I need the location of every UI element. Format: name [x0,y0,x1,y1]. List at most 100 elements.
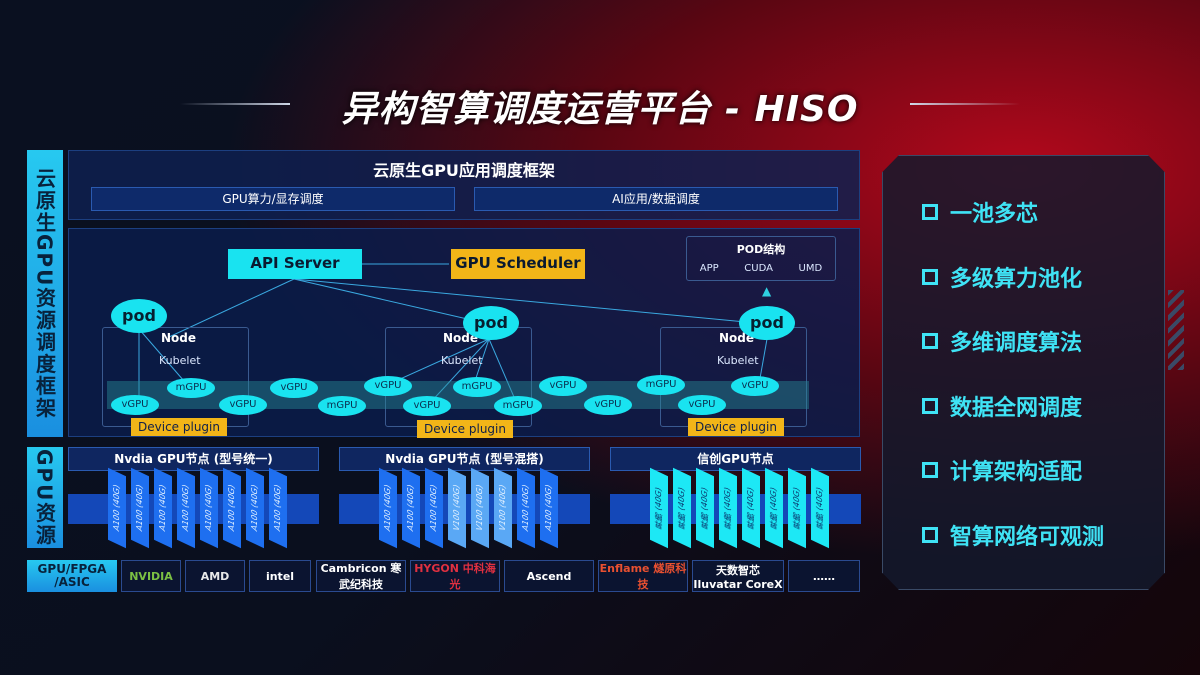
title-line-left [180,103,290,105]
vendor-logo: Enflame 燧原科技 [598,560,688,592]
gpu-ellipse: vGPU [539,376,587,396]
gpu-card: 昇腾 (40G) [673,467,691,549]
pod-structure-box: POD结构 APP CUDA UMD [686,236,836,281]
feature-label: 多级算力池化 [950,266,1083,292]
gpu-resource-label: GPU资源 [27,447,63,548]
gpu-ellipse: mGPU [318,396,366,416]
vendor-logo: …… [788,560,860,592]
gpu-ellipse: vGPU [584,395,632,415]
gpu-ellipse: vGPU [678,395,726,415]
gpu-group-title: Nvdia GPU节点 (型号统一) [68,447,319,471]
gpu-card: A100 (40G) [154,467,172,549]
pod-structure-title: POD结构 [736,243,786,256]
kubelet-label: Kubelet [717,354,759,367]
gpu-card: A100 (40G) [131,467,149,549]
kubelet-label: Kubelet [441,354,483,367]
gpu-card: A100 (40G) [425,467,443,549]
vendor-logo: Ascend [504,560,594,592]
pod-1: pod [111,299,167,333]
pod-2: pod [463,306,519,340]
device-plugin-2: Device plugin [417,420,513,438]
checkbox-square-icon [922,397,938,414]
gpu-card: 昇腾 (40G) [719,467,737,549]
device-plugin-1: Device plugin [131,418,227,436]
node-label: Node [161,331,197,345]
feature-item: 多维调度算法 [922,325,1082,357]
feature-label: 多维调度算法 [950,331,1083,356]
kubelet-label: Kubelet [159,354,201,367]
vendor-logo: NVIDIA [121,560,181,592]
vendor-logo: Cambricon 寒武纪科技 [316,560,406,592]
feature-label: 计算架构适配 [950,460,1083,485]
gpu-ellipse: mGPU [637,375,685,395]
checkbox-square-icon [922,462,938,478]
diagram-panel: API Server GPU Scheduler POD结构 APP CUDA … [68,228,860,438]
gpu-scheduler-box: GPU Scheduler [451,249,585,279]
gpu-card: A100 (40G) [540,467,558,549]
checkbox-square-icon [922,333,938,349]
node-label: Node [719,331,755,345]
feature-item: 智算网络可观测 [922,519,1104,551]
gpu-ellipse: vGPU [219,395,267,415]
pod-item: UMD [798,263,823,274]
top-title: 云原生GPU应用调度框架 [373,161,555,180]
gpu-card: A100 (40G) [200,467,218,549]
gpu-card: A100 (40G) [402,467,420,549]
gpu-ellipse: mGPU [167,378,215,398]
up-arrow-icon: ▲ [762,284,772,298]
gpu-card: 昇腾 (40G) [650,467,668,549]
gpu-card: V100 (40G) [448,467,466,549]
gpu-card: A100 (40G) [517,467,535,549]
gpu-card: A100 (40G) [246,467,264,549]
gpu-group-title: Nvdia GPU节点 (型号混搭) [339,447,590,471]
gpu-group-title: 信创GPU节点 [610,447,861,471]
top-panel: 云原生GPU应用调度框架 GPU算力/显存调度 AI应用/数据调度 [68,150,860,220]
gpu-card: A100 (40G) [269,467,287,549]
pod-3: pod [739,306,795,340]
vendor-logo: HYGON 中科海光 [410,560,500,592]
gpu-card: V100 (40G) [471,467,489,549]
gpu-compute-bar: GPU算力/显存调度 [91,187,455,211]
decor-stripes [1168,290,1184,370]
gpu-card: 昇腾 (40G) [788,467,806,549]
gpu-card: 昇腾 (40G) [742,467,760,549]
feature-item: 多级算力池化 [922,261,1082,293]
node-label: Node [443,331,479,345]
gpu-card: A100 (40G) [177,467,195,549]
vendor-logo: intel [249,560,311,592]
gpu-ellipse: vGPU [403,396,451,416]
gpu-card: 昇腾 (40G) [765,467,783,549]
ai-data-bar: AI应用/数据调度 [474,187,838,211]
checkbox-square-icon [922,268,938,285]
gpu-card: A100 (40G) [379,467,397,549]
api-server-box: API Server [228,249,362,279]
feature-label: 智算网络可观测 [950,524,1105,550]
vendor-logo: AMD [185,560,245,592]
pod-item: APP [699,263,719,274]
hw-label: GPU/FPGA /ASIC [27,560,117,592]
gpu-ellipse: mGPU [453,377,501,397]
gpu-card: 昇腾 (40G) [696,467,714,549]
device-plugin-3: Device plugin [688,418,784,436]
pod-item: CUDA [744,263,773,274]
gpu-card: V100 (40G) [494,467,512,549]
checkbox-square-icon [922,526,938,543]
feature-item: 计算架构适配 [922,454,1082,486]
gpu-ellipse: vGPU [111,395,159,415]
features-panel [882,155,1165,590]
framework-label: 云原生GPU资源调度框架 [27,150,63,437]
gpu-ellipse: vGPU [731,376,779,396]
gpu-card: 昇腾 (40G) [811,467,829,549]
feature-item: 数据全网调度 [922,390,1082,422]
page-title: 异构智算调度运营平台 - HISO [341,89,859,130]
gpu-ellipse: vGPU [270,378,318,398]
feature-item: 一池多芯 [922,196,1038,228]
feature-label: 数据全网调度 [950,395,1083,421]
gpu-card: A100 (40G) [108,467,126,549]
feature-label: 一池多芯 [950,202,1039,227]
gpu-card: A100 (40G) [223,467,241,549]
gpu-ellipse: vGPU [364,376,412,396]
checkbox-square-icon [922,204,938,220]
gpu-ellipse: mGPU [494,396,542,416]
vendor-logo: 天数智芯 Iluvatar CoreX [692,560,784,592]
